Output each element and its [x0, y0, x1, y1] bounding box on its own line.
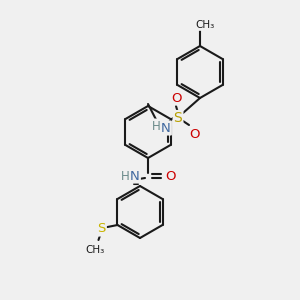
Text: CH₃: CH₃: [195, 20, 214, 30]
Text: O: O: [189, 128, 199, 140]
Text: O: O: [166, 169, 176, 182]
Text: N: N: [130, 169, 140, 182]
Text: N: N: [161, 122, 171, 134]
Text: S: S: [97, 223, 106, 236]
Text: CH₃: CH₃: [86, 245, 105, 255]
Text: O: O: [171, 92, 181, 104]
Text: H: H: [152, 119, 160, 133]
Text: S: S: [174, 111, 182, 125]
Text: H: H: [121, 169, 129, 182]
